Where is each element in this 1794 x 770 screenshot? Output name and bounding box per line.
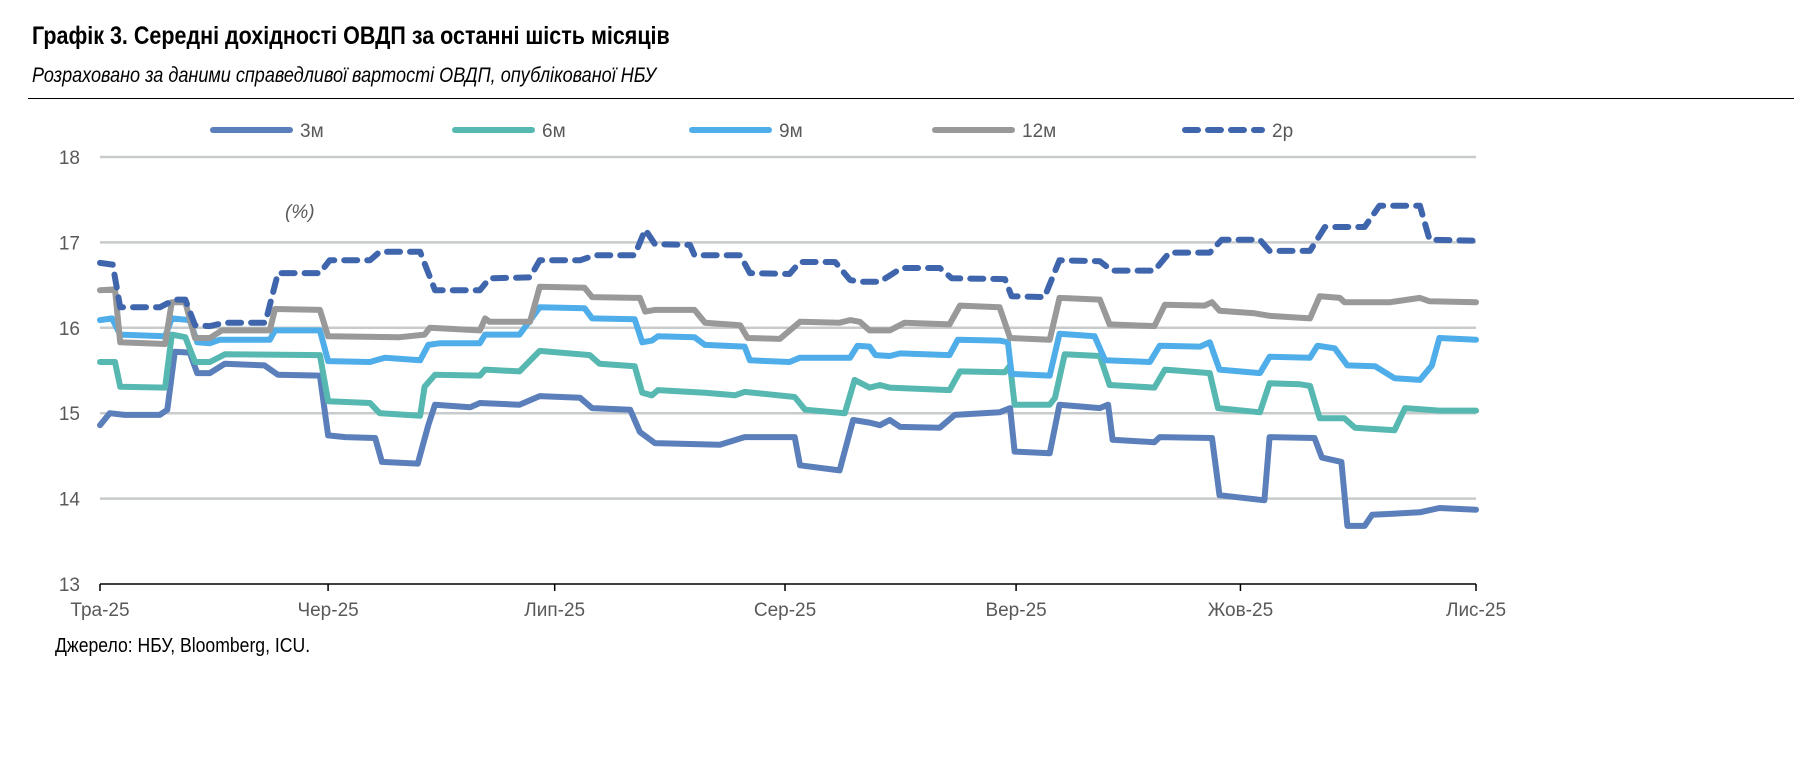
chart-subtitle: Розраховано за даними справедливої варто… — [32, 64, 657, 87]
legend: 3м 6м 9м 12м 2р — [210, 121, 1293, 142]
x-tick-label: Чер-25 — [297, 600, 358, 621]
y-tick-label: 15 — [59, 404, 80, 425]
header-divider — [28, 98, 1794, 99]
chart-title: Графік 3. Середні дохідності ОВДП за ост… — [32, 22, 670, 50]
legend-label: 2р — [1272, 121, 1293, 142]
x-tick-label: Вер-25 — [985, 600, 1046, 621]
y-tick-label: 14 — [59, 490, 81, 511]
source-note: Джерело: НБУ, Bloomberg, ICU. — [55, 635, 311, 657]
x-tick-label: Лип-25 — [524, 600, 585, 621]
y-tick-label: 16 — [59, 319, 80, 340]
y-tick-label: 18 — [59, 148, 80, 169]
series-line-9м — [97, 304, 1479, 383]
y-tick-label: 13 — [59, 575, 80, 596]
series-line-3м — [97, 348, 1479, 529]
axes: 13 14 15 16 17 18 Тра-25 Чер-25 Лип-25 Сер-25 Вер-… — [59, 148, 1506, 621]
series-line-6м — [97, 331, 1479, 434]
series-lines — [97, 202, 1479, 529]
y-tick-label: 17 — [59, 233, 80, 254]
x-tick-label: Жов-25 — [1208, 600, 1273, 621]
x-tick-label: Сер-25 — [754, 600, 816, 621]
x-tick-label: Лис-25 — [1446, 600, 1506, 621]
legend-label: 12м — [1022, 121, 1056, 142]
series-line-12м — [97, 283, 1479, 347]
legend-label: 6м — [542, 121, 566, 142]
legend-label: 9м — [779, 121, 803, 142]
y-unit-label: (%) — [285, 202, 315, 223]
series-line-2р — [97, 202, 1479, 330]
x-tick-label: Тра-25 — [70, 600, 129, 621]
legend-label: 3м — [300, 121, 324, 142]
